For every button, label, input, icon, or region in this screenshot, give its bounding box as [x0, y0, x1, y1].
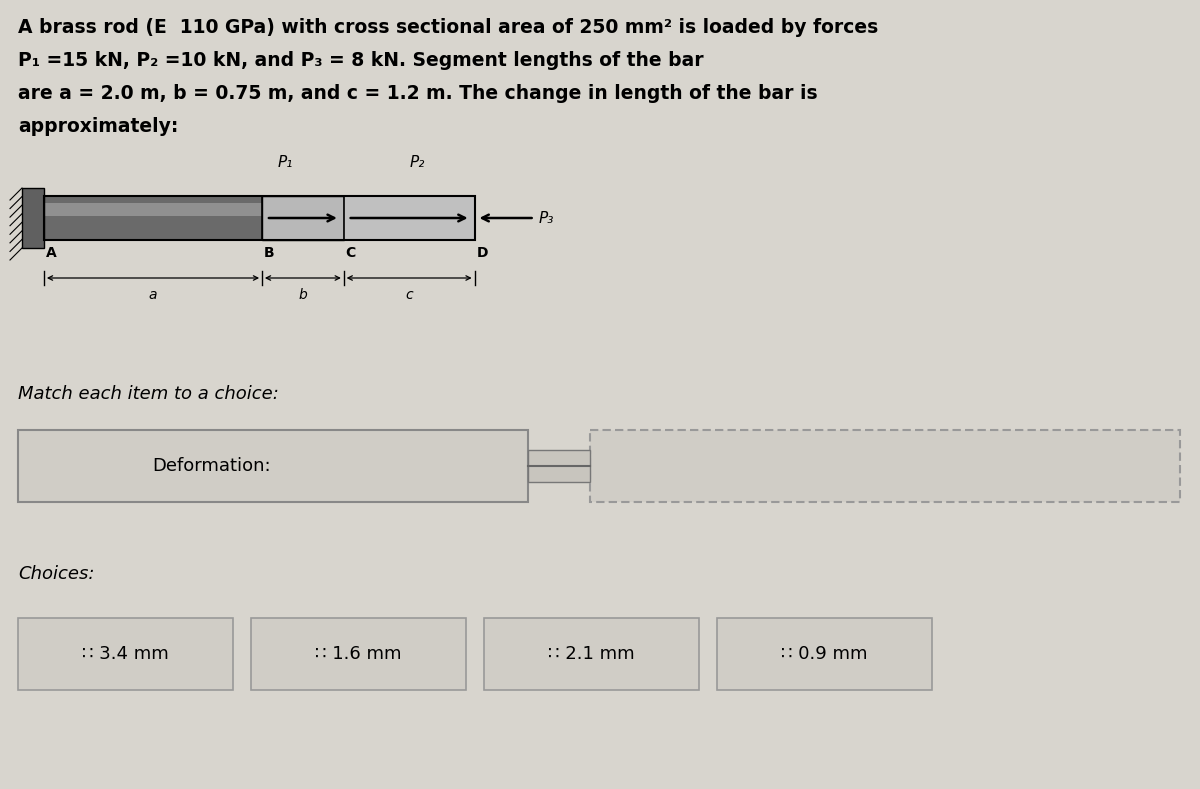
Text: c: c [406, 288, 413, 302]
Text: ∷ 3.4 mm: ∷ 3.4 mm [82, 645, 169, 663]
Text: ∷ 0.9 mm: ∷ 0.9 mm [781, 645, 868, 663]
Text: a: a [149, 288, 157, 302]
Bar [528, 450, 590, 482]
Bar [484, 618, 698, 690]
Bar [590, 430, 1180, 502]
Text: P₂: P₂ [409, 155, 425, 170]
Bar [251, 618, 466, 690]
Text: P₃: P₃ [539, 211, 554, 226]
Bar [44, 196, 262, 240]
Text: b: b [299, 288, 307, 302]
Bar [18, 618, 233, 690]
Text: ∷ 1.6 mm: ∷ 1.6 mm [316, 645, 402, 663]
Bar [22, 188, 44, 248]
Text: A: A [46, 246, 56, 260]
Text: C: C [346, 246, 356, 260]
Text: A brass rod (E  110 GPa) with cross sectional area of 250 mm² is loaded by force: A brass rod (E 110 GPa) with cross secti… [18, 18, 878, 37]
Text: P₁: P₁ [277, 155, 293, 170]
Bar [44, 196, 474, 240]
Text: Deformation:: Deformation: [152, 457, 271, 475]
Text: approximately:: approximately: [18, 117, 179, 136]
Bar [718, 618, 932, 690]
Text: P₁ =15 kN, P₂ =10 kN, and P₃ = 8 kN. Segment lengths of the bar: P₁ =15 kN, P₂ =10 kN, and P₃ = 8 kN. Seg… [18, 51, 703, 70]
Text: are a = 2.0 m, b = 0.75 m, and c = 1.2 m. The change in length of the bar is: are a = 2.0 m, b = 0.75 m, and c = 1.2 m… [18, 84, 817, 103]
Text: ∷ 2.1 mm: ∷ 2.1 mm [548, 645, 635, 663]
Text: B: B [264, 246, 275, 260]
Text: Match each item to a choice:: Match each item to a choice: [18, 385, 278, 403]
Text: D: D [476, 246, 488, 260]
Bar [262, 196, 343, 240]
Bar [44, 203, 262, 216]
Text: Choices:: Choices: [18, 565, 95, 583]
Bar [343, 196, 474, 240]
Bar [18, 430, 528, 502]
